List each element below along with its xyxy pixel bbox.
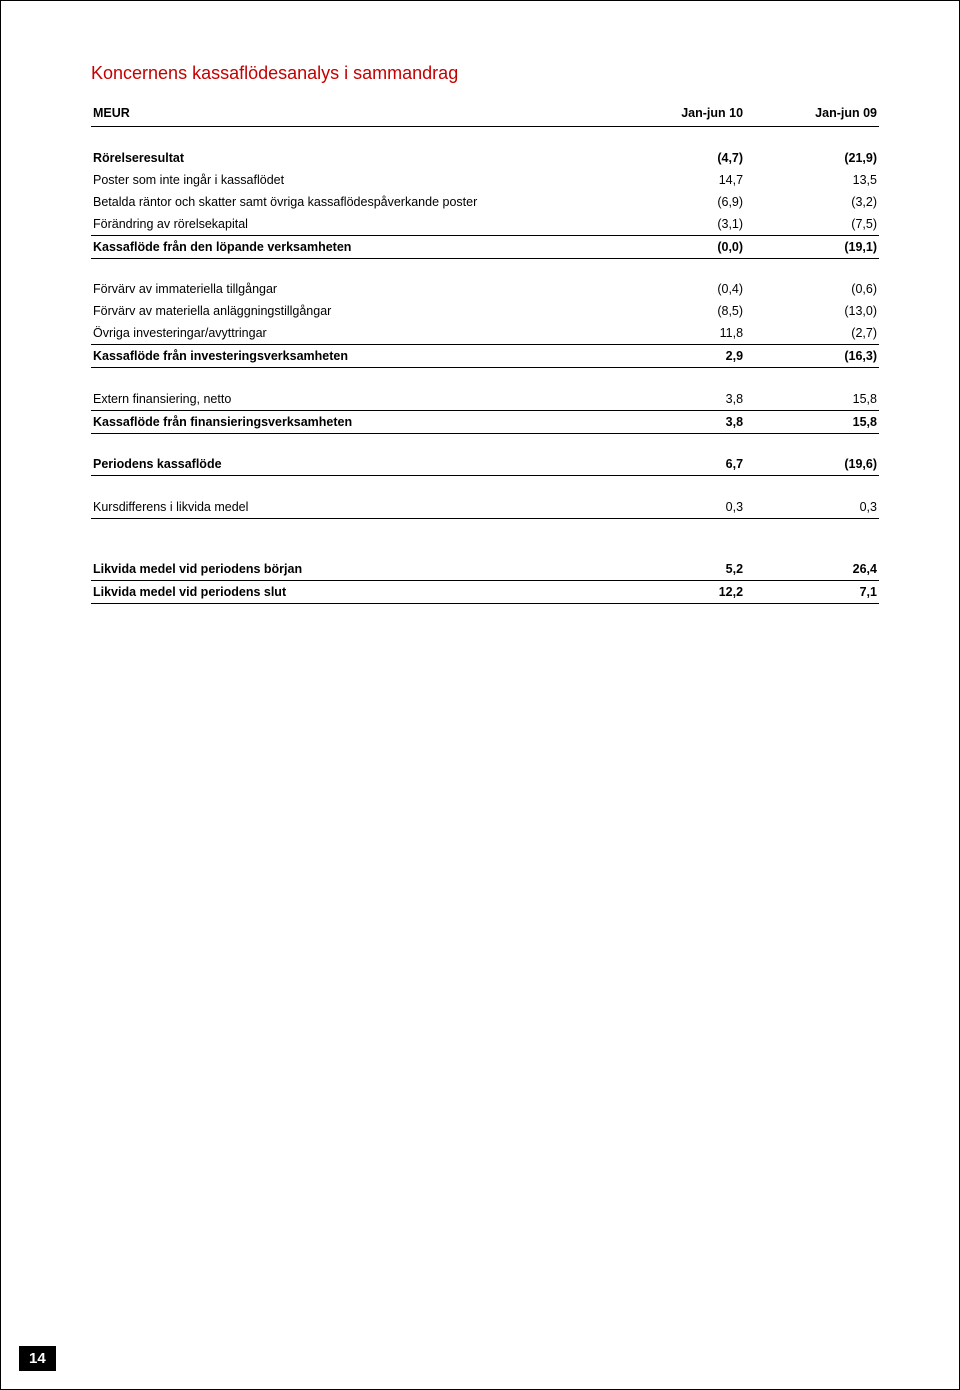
row-value-2: 15,8: [745, 388, 879, 411]
row-label: Förvärv av immateriella tillgångar: [91, 278, 611, 300]
row-label: Betalda räntor och skatter samt övriga k…: [91, 191, 611, 213]
table-row: Betalda räntor och skatter samt övriga k…: [91, 191, 879, 213]
table-row: Likvida medel vid periodens början5,226,…: [91, 558, 879, 581]
spacer-cell: [91, 518, 879, 538]
table-row: [91, 368, 879, 388]
table-row: [91, 518, 879, 538]
table-row: Kassaflöde från finansieringsverksamhete…: [91, 410, 879, 433]
row-value-1: 2,9: [611, 345, 745, 368]
table-body: Rörelseresultat(4,7)(21,9)Poster som int…: [91, 127, 879, 604]
row-value-1: (8,5): [611, 300, 745, 322]
table-row: Periodens kassaflöde6,7(19,6): [91, 453, 879, 476]
spacer-cell: [91, 538, 879, 558]
spacer-cell: [91, 127, 879, 147]
table-row: Extern finansiering, netto3,815,8: [91, 388, 879, 411]
row-value-2: 26,4: [745, 558, 879, 581]
col-header-period2: Jan-jun 09: [745, 102, 879, 127]
row-value-1: 12,2: [611, 581, 745, 604]
table-row: Kursdifferens i likvida medel0,30,3: [91, 496, 879, 519]
table-row: Övriga investeringar/avyttringar11,8(2,7…: [91, 322, 879, 345]
row-value-1: 11,8: [611, 322, 745, 345]
row-value-2: (7,5): [745, 213, 879, 236]
spacer-cell: [91, 368, 879, 388]
col-header-period1: Jan-jun 10: [611, 102, 745, 127]
row-label: Poster som inte ingår i kassaflödet: [91, 169, 611, 191]
table-row: [91, 476, 879, 496]
page-title: Koncernens kassaflödesanalys i sammandra…: [91, 63, 879, 84]
row-label: Kursdifferens i likvida medel: [91, 496, 611, 519]
row-label: Förändring av rörelsekapital: [91, 213, 611, 236]
row-label: Kassaflöde från den löpande verksamheten: [91, 235, 611, 258]
row-value-2: 15,8: [745, 410, 879, 433]
row-value-2: (19,6): [745, 453, 879, 476]
row-value-2: (2,7): [745, 322, 879, 345]
table-row: Likvida medel vid periodens slut12,27,1: [91, 581, 879, 604]
row-value-2: (21,9): [745, 147, 879, 169]
row-label: Periodens kassaflöde: [91, 453, 611, 476]
table-header-row: MEUR Jan-jun 10 Jan-jun 09: [91, 102, 879, 127]
row-value-2: (19,1): [745, 235, 879, 258]
row-label: Likvida medel vid periodens början: [91, 558, 611, 581]
cashflow-table: MEUR Jan-jun 10 Jan-jun 09 Rörelseresult…: [91, 102, 879, 604]
row-value-1: 3,8: [611, 388, 745, 411]
row-label: Förvärv av materiella anläggningstillgån…: [91, 300, 611, 322]
row-value-1: 3,8: [611, 410, 745, 433]
table-row: Poster som inte ingår i kassaflödet14,71…: [91, 169, 879, 191]
row-value-1: 0,3: [611, 496, 745, 519]
row-value-1: 5,2: [611, 558, 745, 581]
spacer-cell: [91, 476, 879, 496]
table-row: Kassaflöde från den löpande verksamheten…: [91, 235, 879, 258]
row-value-1: (6,9): [611, 191, 745, 213]
row-label: Övriga investeringar/avyttringar: [91, 322, 611, 345]
table-row: Rörelseresultat(4,7)(21,9): [91, 147, 879, 169]
table-row: [91, 433, 879, 453]
row-value-2: (3,2): [745, 191, 879, 213]
row-value-2: (13,0): [745, 300, 879, 322]
row-value-2: 7,1: [745, 581, 879, 604]
document-page: Koncernens kassaflödesanalys i sammandra…: [0, 0, 960, 1390]
page-number: 14: [19, 1346, 56, 1371]
table-row: Förvärv av materiella anläggningstillgån…: [91, 300, 879, 322]
row-label: Likvida medel vid periodens slut: [91, 581, 611, 604]
row-value-1: (3,1): [611, 213, 745, 236]
row-label: Kassaflöde från investeringsverksamheten: [91, 345, 611, 368]
row-value-2: (16,3): [745, 345, 879, 368]
row-label: Kassaflöde från finansieringsverksamhete…: [91, 410, 611, 433]
table-row: Förändring av rörelsekapital(3,1)(7,5): [91, 213, 879, 236]
row-value-2: 13,5: [745, 169, 879, 191]
row-label: Extern finansiering, netto: [91, 388, 611, 411]
table-row: [91, 127, 879, 147]
table-row: [91, 258, 879, 278]
col-header-label: MEUR: [91, 102, 611, 127]
table-row: [91, 538, 879, 558]
row-value-1: (4,7): [611, 147, 745, 169]
row-value-1: (0,0): [611, 235, 745, 258]
row-value-2: 0,3: [745, 496, 879, 519]
spacer-cell: [91, 433, 879, 453]
row-value-1: (0,4): [611, 278, 745, 300]
row-value-2: (0,6): [745, 278, 879, 300]
row-value-1: 6,7: [611, 453, 745, 476]
spacer-cell: [91, 258, 879, 278]
table-row: Kassaflöde från investeringsverksamheten…: [91, 345, 879, 368]
row-value-1: 14,7: [611, 169, 745, 191]
table-row: Förvärv av immateriella tillgångar(0,4)(…: [91, 278, 879, 300]
row-label: Rörelseresultat: [91, 147, 611, 169]
